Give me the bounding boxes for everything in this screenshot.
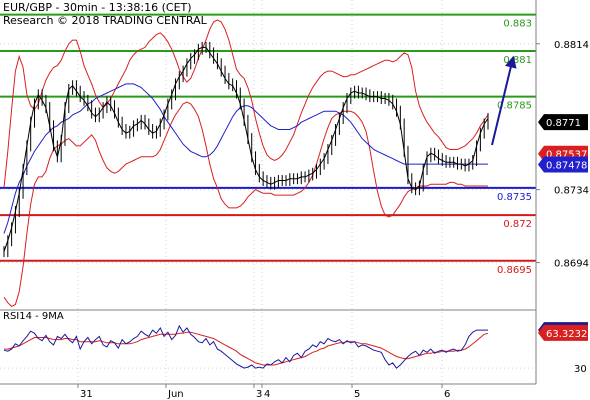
level-label: 0.872 bbox=[503, 219, 532, 230]
x-tick-label: 6 bbox=[444, 389, 450, 400]
price-badge bbox=[538, 156, 588, 173]
rsi-badge-label: 63.3232 bbox=[546, 329, 587, 340]
y-tick-label: 0.8694 bbox=[554, 259, 589, 270]
rsi-layer bbox=[3, 324, 489, 369]
y-tick-label: 0.8814 bbox=[554, 40, 589, 51]
level-label: 0.8785 bbox=[497, 101, 532, 112]
moving-average-line bbox=[3, 83, 488, 234]
levels-layer: 0.883 0.881 0.8785 0.8735 0.872 0.8695 bbox=[0, 13, 536, 276]
chart-title: EUR/GBP - 30min - 13:38:16 (CET) bbox=[3, 1, 192, 14]
x-tick-label: Jun bbox=[167, 389, 184, 400]
price-badge-label: 0.87478 bbox=[546, 160, 587, 171]
level-label: 0.881 bbox=[503, 55, 532, 66]
level-label: 0.883 bbox=[503, 19, 532, 30]
price-line bbox=[3, 46, 489, 252]
rsi-line bbox=[3, 324, 488, 369]
projection-arrow bbox=[491, 55, 517, 146]
price-badge-label: 0.87537 bbox=[546, 150, 587, 161]
bollinger-upper-line bbox=[3, 19, 489, 188]
price-badge-label: 0.8771 bbox=[546, 118, 581, 129]
rsi-panel-label: RSI14 - 9MA bbox=[3, 311, 64, 322]
level-label: 0.8695 bbox=[497, 265, 532, 276]
x-tick-label: 31 bbox=[80, 389, 93, 400]
price-badge bbox=[538, 114, 588, 131]
series-layer bbox=[3, 19, 489, 308]
x-tick-label: 3 bbox=[256, 389, 262, 400]
research-credit: Research © 2018 TRADING CENTRAL bbox=[3, 14, 207, 27]
bollinger-lower-line bbox=[3, 101, 488, 308]
rsi-tick-label: 30 bbox=[574, 364, 587, 375]
level-label: 0.8735 bbox=[497, 192, 532, 203]
y-tick-label: 0.8734 bbox=[554, 186, 589, 197]
x-tick-label: 4 bbox=[264, 389, 270, 400]
x-tick-label: 5 bbox=[354, 389, 360, 400]
rsi-badge bbox=[538, 324, 588, 341]
